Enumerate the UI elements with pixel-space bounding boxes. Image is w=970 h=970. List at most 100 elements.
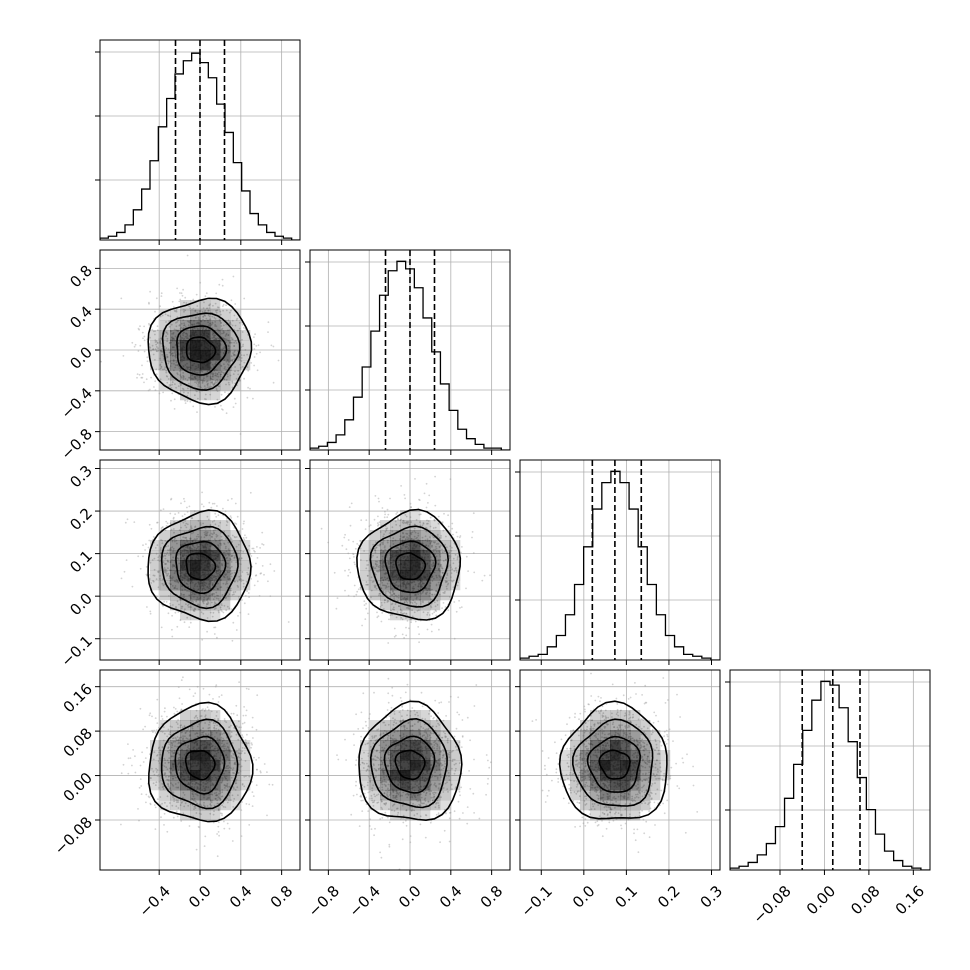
sample-point — [227, 361, 230, 363]
sample-point — [188, 376, 191, 379]
sample-point — [216, 855, 219, 858]
sample-point — [172, 740, 175, 743]
sample-point — [163, 732, 166, 735]
sample-point — [165, 766, 168, 769]
sample-point — [384, 599, 386, 601]
histogram-step — [520, 470, 720, 660]
density-cell — [360, 570, 371, 581]
sample-point — [375, 547, 377, 549]
sample-point — [179, 374, 182, 376]
sample-point — [214, 406, 216, 408]
sample-point — [215, 310, 217, 312]
sample-point — [212, 598, 215, 601]
sample-point — [352, 553, 355, 556]
sample-point — [177, 739, 179, 742]
sample-point — [232, 275, 235, 278]
sample-point — [224, 547, 227, 550]
sample-point — [416, 609, 419, 612]
sample-point — [156, 754, 158, 757]
sample-point — [223, 542, 226, 545]
sample-point — [243, 326, 245, 329]
sample-point — [178, 736, 181, 739]
sample-point — [432, 536, 435, 539]
sample-point — [209, 734, 212, 737]
sample-point — [441, 571, 444, 574]
sample-point — [405, 515, 408, 518]
sample-point — [429, 536, 431, 538]
sample-point — [149, 346, 152, 349]
sample-point — [373, 584, 376, 587]
sample-point — [387, 513, 390, 516]
sample-point — [166, 333, 169, 335]
sample-point — [163, 567, 166, 569]
sample-point — [168, 384, 171, 386]
density-cell — [210, 300, 221, 311]
density-cell — [370, 530, 381, 541]
sample-point — [168, 577, 171, 580]
density-layer — [100, 254, 280, 435]
sample-point — [247, 592, 250, 594]
sample-point — [208, 315, 211, 318]
sample-point — [155, 343, 158, 346]
sample-point — [196, 389, 199, 392]
sample-point — [206, 515, 209, 518]
density-cell — [240, 550, 251, 561]
sample-point — [426, 522, 428, 525]
sample-point — [192, 795, 195, 798]
density-cell — [400, 560, 411, 571]
sample-point — [164, 557, 167, 560]
sample-point — [391, 594, 393, 597]
sample-point — [227, 364, 230, 367]
sample-point — [455, 531, 458, 534]
sample-point — [241, 338, 243, 341]
sample-point — [177, 512, 180, 514]
sample-point — [166, 778, 168, 781]
sample-point — [243, 520, 245, 523]
density-cell — [150, 350, 161, 361]
sample-point — [256, 694, 259, 697]
sample-point — [162, 584, 165, 587]
sample-point — [179, 595, 181, 597]
sample-point — [231, 554, 234, 557]
density-cell — [420, 530, 431, 541]
sample-point — [378, 583, 381, 586]
sample-point — [428, 494, 431, 497]
sample-point — [349, 571, 352, 574]
sample-point — [165, 563, 168, 565]
sample-point — [403, 494, 406, 496]
sample-point — [451, 522, 454, 525]
sample-point — [236, 317, 239, 320]
sample-point — [195, 848, 198, 851]
sample-point — [233, 556, 236, 558]
sample-point — [227, 360, 230, 363]
sample-point — [199, 524, 202, 526]
y-tick-label: 0.4 — [66, 302, 96, 332]
sample-point — [454, 567, 457, 570]
sample-point — [211, 502, 214, 505]
density-cell — [400, 540, 411, 551]
sample-point — [366, 564, 369, 566]
sample-point — [352, 552, 354, 555]
hist-panel-2 — [515, 459, 721, 665]
sample-point — [227, 541, 230, 544]
sample-point — [197, 603, 200, 606]
panel-frame — [99, 459, 301, 661]
sample-point — [172, 359, 175, 362]
sample-point — [194, 805, 197, 808]
sample-point — [442, 602, 445, 604]
sample-point — [160, 295, 163, 297]
density-cell — [200, 520, 211, 531]
sample-point — [206, 307, 209, 310]
sample-point — [173, 586, 176, 589]
sample-point — [127, 757, 130, 760]
density-cell — [190, 350, 201, 361]
sample-point — [164, 563, 166, 565]
sample-point — [200, 386, 202, 389]
sample-point — [172, 816, 175, 819]
sample-point — [234, 782, 237, 785]
sample-point — [240, 557, 243, 560]
sample-point — [229, 567, 232, 569]
sample-point — [222, 762, 224, 765]
sample-point — [453, 570, 456, 572]
density-cell — [220, 540, 231, 551]
